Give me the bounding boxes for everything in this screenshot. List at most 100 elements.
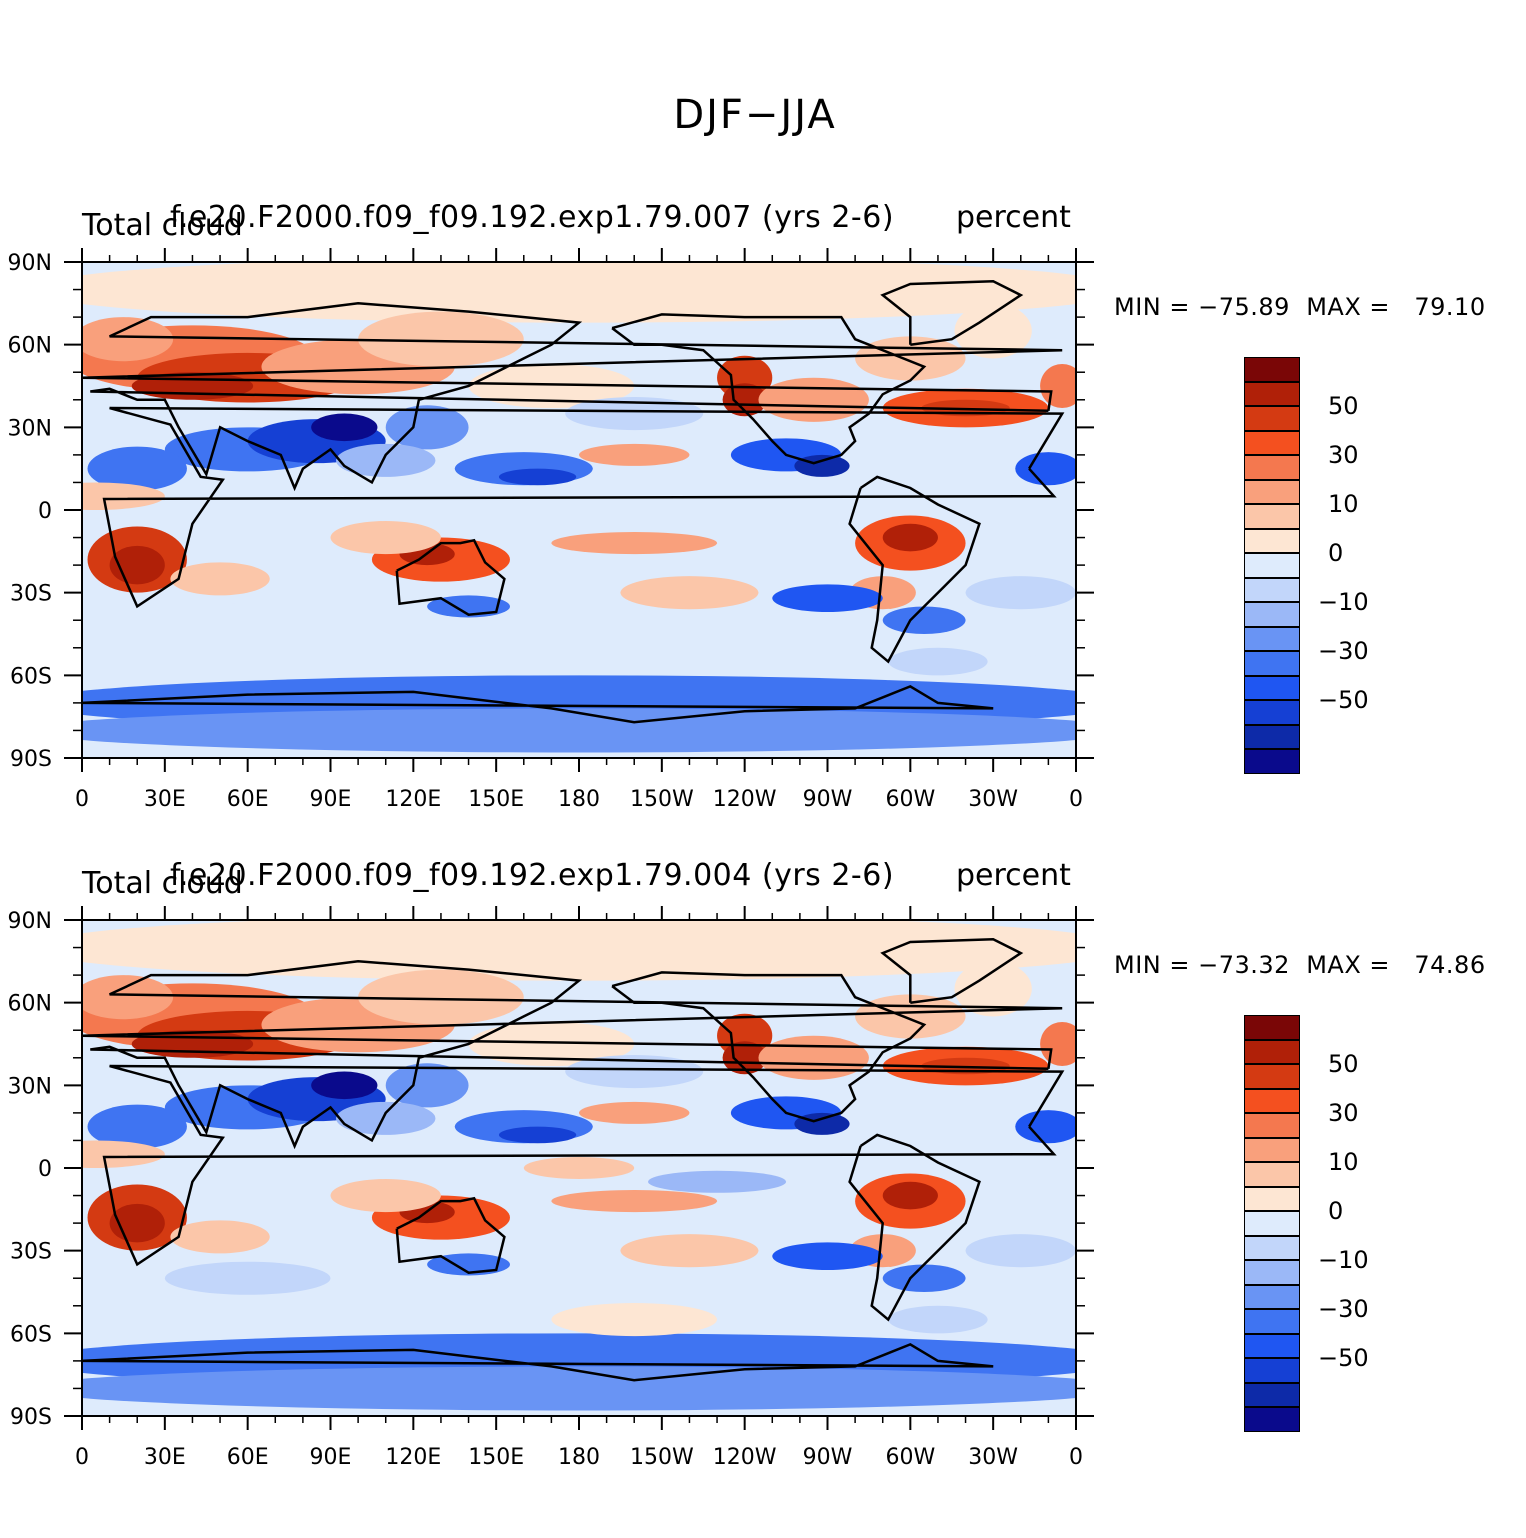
anomaly-contour (498, 468, 577, 486)
anomaly-contour (358, 969, 524, 1025)
anomaly-contour (311, 413, 378, 442)
coastline (395, 538, 506, 616)
colorbar-swatch (1244, 577, 1300, 602)
anomaly-contour (565, 1055, 704, 1089)
coastline (880, 938, 1024, 1004)
anomaly-contour (620, 1234, 759, 1268)
colorbar-swatch (1244, 357, 1300, 382)
colorbar-swatch (1244, 1015, 1300, 1040)
coastline (848, 1133, 981, 1322)
anomaly-contour (882, 523, 938, 552)
lon-tick-label: 60E (227, 1445, 269, 1470)
anomaly-contour (523, 1156, 635, 1180)
anomaly-contour (965, 1234, 1076, 1268)
anomaly-contour (888, 1305, 988, 1334)
panel-variable-title: Total cloud (82, 866, 243, 901)
anomaly-contour (772, 1242, 883, 1270)
colorbar-swatch (1244, 1088, 1300, 1113)
anomaly-contour (82, 595, 1076, 673)
anomaly-contour (1040, 363, 1076, 409)
lon-tick-label: 0 (1069, 787, 1083, 812)
colorbar-label: 50 (1328, 392, 1359, 420)
lon-tick-label: 90E (310, 1445, 352, 1470)
lon-tick-label: 60W (885, 787, 935, 812)
colorbar-swatch (1244, 626, 1300, 651)
lon-tick-label: 120W (713, 787, 777, 812)
anomaly-contour (87, 1104, 187, 1149)
lon-tick-label: 30E (144, 787, 186, 812)
anomaly-contour (620, 576, 759, 610)
colorbar-swatch (1244, 1235, 1300, 1260)
anomaly-contour (954, 303, 1032, 359)
lat-tick-label: 60N (8, 992, 52, 1017)
anomaly-contour (164, 1261, 331, 1295)
coastline (395, 1196, 506, 1274)
lat-tick-label: 60S (10, 1322, 52, 1347)
anomaly-contour (954, 961, 1032, 1017)
colorbar-label: 0 (1328, 1197, 1344, 1225)
anomaly-contour (882, 1181, 938, 1210)
colorbar-swatch (1244, 1382, 1300, 1407)
anomaly-contour (170, 562, 270, 596)
lat-tick-label: 30S (10, 582, 52, 607)
lon-tick-label: 120E (385, 787, 441, 812)
colorbar-swatch (1244, 1333, 1300, 1358)
anomaly-contour (551, 1190, 718, 1213)
lon-tick-label: 120E (385, 1445, 441, 1470)
lat-tick-label: 0 (38, 499, 52, 524)
colorbar-swatch (1244, 553, 1300, 578)
coastline (102, 406, 1065, 609)
colorbar-swatch (1244, 1113, 1300, 1138)
anomaly-contour (336, 1101, 436, 1135)
lat-tick-label: 0 (38, 1157, 52, 1182)
anomaly-contour (82, 708, 1076, 753)
anomaly-contour (565, 397, 704, 431)
colorbar-label: −30 (1318, 637, 1369, 665)
anomaly-contour (794, 454, 850, 477)
colorbar-swatch (1244, 651, 1300, 676)
lon-tick-label: 30W (968, 787, 1018, 812)
colorbar-swatch (1244, 504, 1300, 529)
map-panel-2: Total cloud f.e20.F2000.f09_f09.192.exp1… (0, 0, 1526, 979)
colorbar-swatch (1244, 1284, 1300, 1309)
colorbar-swatch (1244, 528, 1300, 553)
anomaly-contour (82, 317, 174, 362)
anomaly-contour (82, 482, 165, 510)
lon-tick-label: 90W (803, 787, 853, 812)
anomaly-contour (551, 1303, 718, 1337)
colorbar-swatch (1244, 1309, 1300, 1334)
coastline (880, 280, 1024, 346)
colorbar-label: 10 (1328, 1148, 1359, 1176)
colorbar-swatch (1244, 749, 1300, 774)
colorbar-swatch (1244, 1407, 1300, 1432)
min-value: MIN = −73.32 (1114, 951, 1290, 979)
panel-units-title: percent (956, 858, 1071, 893)
anomaly-contour (385, 1063, 469, 1108)
lon-tick-label: 180 (558, 1445, 600, 1470)
lon-tick-label: 90E (310, 787, 352, 812)
lat-tick-label: 90N (8, 251, 52, 276)
colorbar-swatch (1244, 675, 1300, 700)
lon-tick-label: 150E (468, 1445, 524, 1470)
anomaly-contour (82, 1253, 1076, 1331)
min-max-stats: MIN = −73.32 MAX = 74.86 (1114, 951, 1486, 979)
colorbar-swatch (1244, 430, 1300, 455)
coastline (611, 313, 927, 465)
lat-tick-label: 30S (10, 1240, 52, 1265)
max-value: MAX = 74.86 (1306, 951, 1486, 979)
lat-tick-label: 90S (10, 1405, 52, 1430)
lon-tick-label: 150W (630, 1445, 694, 1470)
colorbar-label: −10 (1318, 1246, 1369, 1274)
colorbar-swatch (1244, 1039, 1300, 1064)
colorbar-swatch (1244, 724, 1300, 749)
anomaly-contour (82, 1140, 165, 1168)
lon-tick-label: 30E (144, 1445, 186, 1470)
colorbar-swatch (1244, 479, 1300, 504)
anomaly-contour (82, 975, 174, 1020)
anomaly-contour (358, 311, 524, 367)
lat-tick-label: 30N (8, 416, 52, 441)
colorbar-swatch (1244, 1358, 1300, 1383)
lon-tick-label: 30W (968, 1445, 1018, 1470)
anomaly-contour (336, 443, 436, 477)
anomaly-field (82, 262, 1076, 758)
